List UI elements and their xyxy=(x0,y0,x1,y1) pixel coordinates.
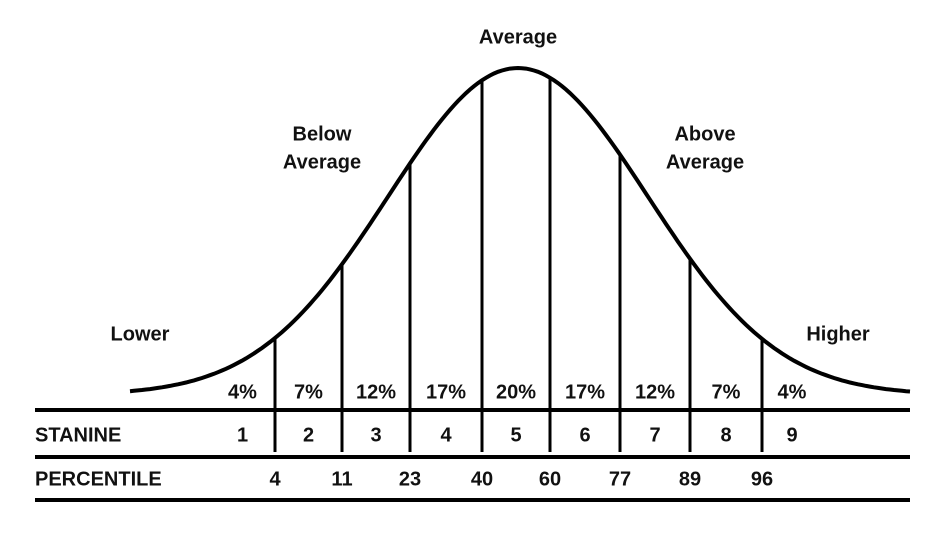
stanine-value: 5 xyxy=(510,424,521,446)
percentile-value: 40 xyxy=(471,468,493,490)
average-label: Average xyxy=(479,26,557,48)
stanine-value: 6 xyxy=(579,424,590,446)
percentage: 12% xyxy=(356,381,396,403)
percentile-value: 77 xyxy=(609,468,631,490)
percentage: 17% xyxy=(565,381,605,403)
percentile-value: 23 xyxy=(399,468,421,490)
stanine-value: 7 xyxy=(649,424,660,446)
percentage: 20% xyxy=(496,381,536,403)
stanine-value: 2 xyxy=(303,424,314,446)
stanine-value: 3 xyxy=(370,424,381,446)
higher-label: Higher xyxy=(806,323,870,345)
above-average-label: Above xyxy=(674,123,735,145)
percentile-label: PERCENTILE xyxy=(35,468,162,490)
stanine-value: 8 xyxy=(720,424,731,446)
percentage: 7% xyxy=(294,381,323,403)
percentage: 4% xyxy=(778,381,807,403)
percentile-value: 96 xyxy=(751,468,773,490)
bell-curve xyxy=(129,65,911,394)
percentage: 12% xyxy=(635,381,675,403)
percentile-value: 11 xyxy=(331,468,352,490)
percentile-value: 60 xyxy=(539,468,561,490)
percentile-value: 89 xyxy=(679,468,701,490)
percentage: 4% xyxy=(228,381,257,403)
percentage: 7% xyxy=(712,381,741,403)
below-average-label: Average xyxy=(283,151,361,173)
stanine-value: 9 xyxy=(786,424,797,446)
stanine-value: 1 xyxy=(237,424,248,446)
above-average-label: Average xyxy=(666,151,744,173)
stanine-value: 4 xyxy=(440,424,452,446)
lower-label: Lower xyxy=(111,323,170,345)
percentage: 17% xyxy=(426,381,466,403)
stanine-label: STANINE xyxy=(35,424,121,446)
below-average-label: Below xyxy=(293,123,352,145)
percentile-value: 4 xyxy=(269,468,281,490)
